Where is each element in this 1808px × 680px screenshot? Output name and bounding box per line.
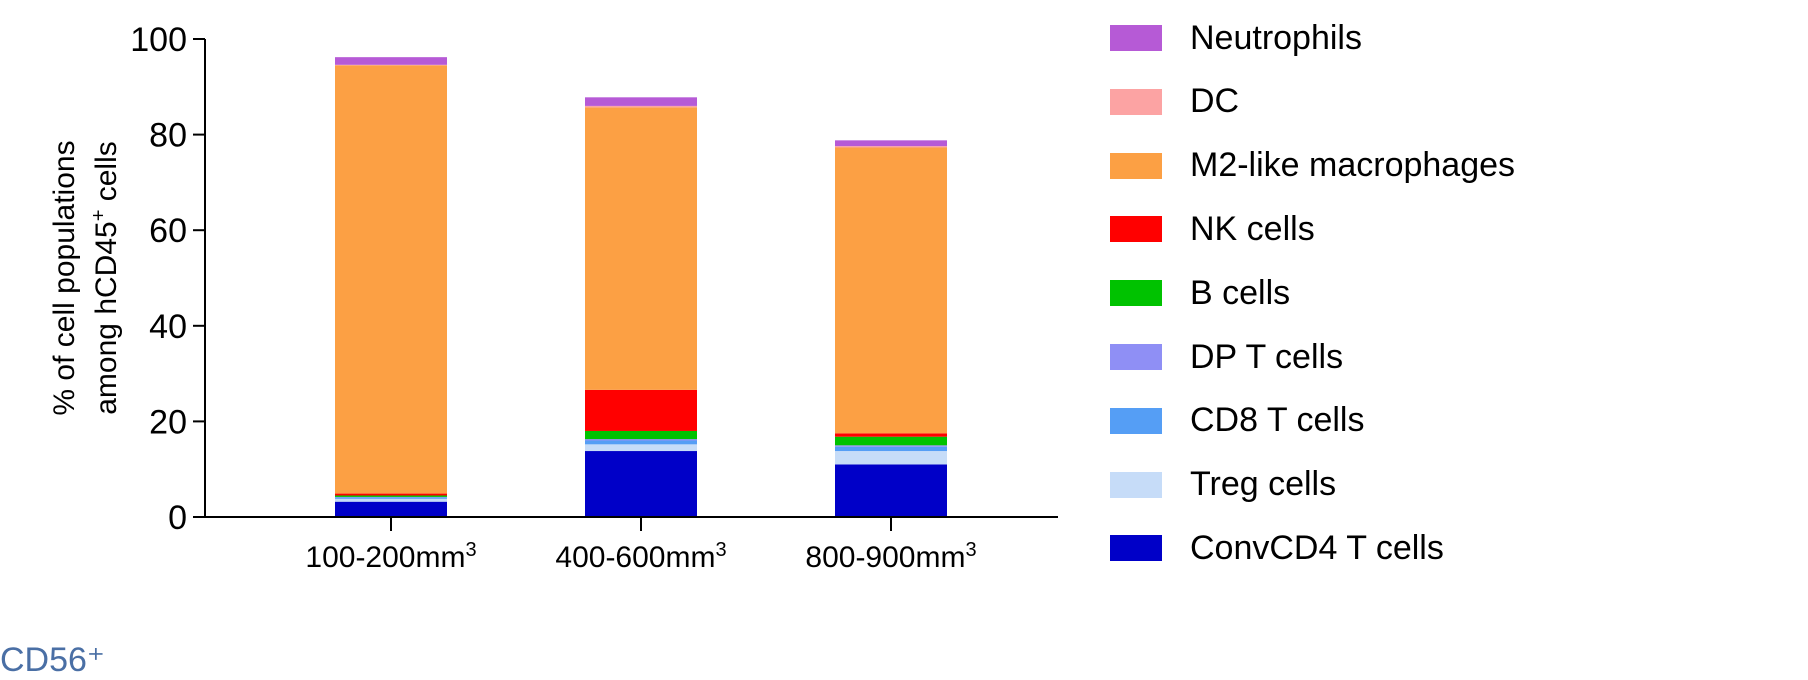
- bar-segment-convcd4-t-cells-1: [585, 451, 697, 517]
- y-tick-label-80: 80: [149, 117, 187, 155]
- bar-segment-convcd4-t-cells-2: [835, 464, 947, 517]
- legend-label: DP T cells: [1190, 338, 1343, 377]
- legend-item-dc: DC: [1110, 82, 1239, 122]
- legend-item-dp-t-cells: DP T cells: [1110, 337, 1343, 377]
- legend-swatch: [1110, 408, 1162, 434]
- legend-swatch: [1110, 89, 1162, 115]
- bar-segment-treg-cells-2: [835, 451, 947, 464]
- x-tick-label-1: 400-600mm3: [555, 539, 726, 574]
- bar-segment-cd8-t-cells-0: [335, 497, 447, 498]
- legend-item-nk-cells: NK cells: [1110, 209, 1315, 249]
- legend-label: B cells: [1190, 274, 1290, 313]
- legend-swatch: [1110, 216, 1162, 242]
- legend-item-neutrophils: Neutrophils: [1110, 18, 1362, 58]
- bar-segment-neutrophils-2: [835, 140, 947, 146]
- x-tick-label-0: 100-200mm3: [305, 539, 476, 574]
- y-tick-label-0: 0: [168, 499, 187, 537]
- bar-segment-m2-like-macrophages-2: [835, 148, 947, 434]
- y-tick-label-100: 100: [130, 21, 187, 59]
- bar-segment-cd8-t-cells-2: [835, 447, 947, 451]
- legend-label: NK cells: [1190, 210, 1315, 249]
- bars-group: [335, 57, 947, 517]
- y-tick-label-20: 20: [149, 403, 187, 441]
- bar-segment-convcd4-t-cells-0: [335, 502, 447, 517]
- bar-segment-dp-t-cells-2: [835, 445, 947, 446]
- legend-swatch: [1110, 280, 1162, 306]
- bar-segment-neutrophils-1: [585, 97, 697, 106]
- bar-segment-dc-1: [585, 106, 697, 107]
- bar-segment-nk-cells-0: [335, 494, 447, 496]
- legend-item-convcd4-t-cells: ConvCD4 T cells: [1110, 528, 1444, 568]
- bar-segment-nk-cells-2: [835, 433, 947, 436]
- legend-label: ConvCD4 T cells: [1190, 529, 1444, 568]
- bar-segment-treg-cells-0: [335, 499, 447, 502]
- legend-swatch: [1110, 535, 1162, 561]
- legend-label: M2-like macrophages: [1190, 146, 1515, 185]
- legend-swatch: [1110, 153, 1162, 179]
- cropped-label: CD56⁺: [0, 640, 105, 680]
- bar-segment-cd8-t-cells-1: [585, 441, 697, 445]
- legend-item-m2-like-macrophages: M2-like macrophages: [1110, 146, 1515, 186]
- bar-segment-m2-like-macrophages-0: [335, 65, 447, 493]
- y-axis-label-line1: % of cell populations: [48, 140, 81, 415]
- y-axis-label-line2: among hCD45+ cells: [88, 141, 123, 415]
- x-tick-label-2: 800-900mm3: [805, 539, 976, 574]
- bar-segment-b-cells-0: [335, 495, 447, 496]
- legend-label: Treg cells: [1190, 465, 1336, 504]
- legend-label: CD8 T cells: [1190, 401, 1364, 440]
- bar-segment-dc-2: [835, 146, 947, 147]
- legend-swatch: [1110, 472, 1162, 498]
- bar-segment-b-cells-1: [585, 431, 697, 439]
- bar-segment-neutrophils-0: [335, 57, 447, 65]
- legend-label: Neutrophils: [1190, 19, 1362, 58]
- y-tick-label-40: 40: [149, 308, 187, 346]
- legend-swatch: [1110, 344, 1162, 370]
- legend-item-b-cells: B cells: [1110, 273, 1290, 313]
- bar-segment-m2-like-macrophages-1: [585, 107, 697, 389]
- legend-label: DC: [1190, 82, 1239, 121]
- y-tick-label-60: 60: [149, 212, 187, 250]
- bar-segment-nk-cells-1: [585, 390, 697, 431]
- bar-segment-dp-t-cells-1: [585, 439, 697, 440]
- legend-item-cd8-t-cells: CD8 T cells: [1110, 401, 1364, 441]
- legend-item-treg-cells: Treg cells: [1110, 465, 1336, 505]
- legend-swatch: [1110, 25, 1162, 51]
- bar-segment-treg-cells-1: [585, 444, 697, 451]
- stacked-bar-chart: 0 20 40 60 80 100 100-200mm3 400-600mm3 800-900m…: [0, 0, 1090, 670]
- bar-segment-b-cells-2: [835, 437, 947, 446]
